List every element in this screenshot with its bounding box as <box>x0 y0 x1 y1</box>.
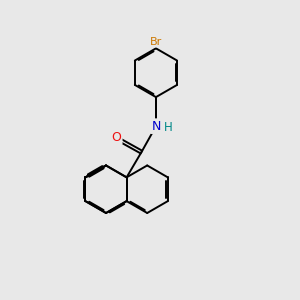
Text: Br: Br <box>150 37 162 46</box>
Text: H: H <box>164 121 173 134</box>
Text: H: H <box>164 121 173 134</box>
Text: O: O <box>112 131 122 144</box>
Text: N: N <box>151 120 160 133</box>
Text: N: N <box>151 120 160 133</box>
